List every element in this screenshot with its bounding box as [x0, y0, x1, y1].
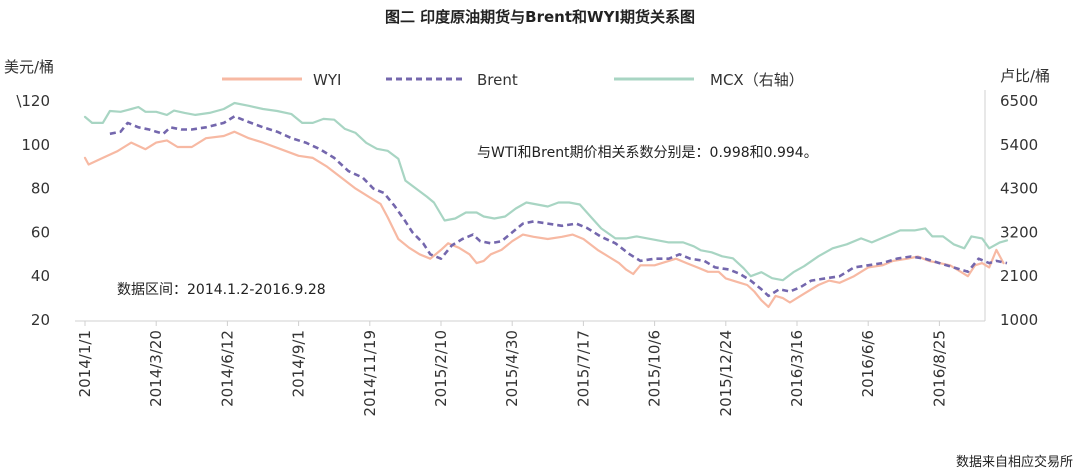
source-note: 数据来自相应交易所 — [956, 454, 1073, 470]
series-line-wyi — [83, 130, 1005, 308]
x-tick-label: 2015/10/6 — [646, 330, 664, 407]
x-axis: 2014/1/1 2014/3/20 2014/6/12 2014/9/1 2014/1… — [76, 321, 948, 416]
left-tick-label: 80 — [31, 180, 50, 198]
left-tick-label: 40 — [31, 267, 50, 285]
series-group — [83, 101, 1009, 308]
x-tick-label: 2014/3/20 — [147, 330, 165, 407]
x-tick-label: 2014/6/12 — [218, 330, 236, 407]
right-axis-unit: 卢比/桶 — [1000, 67, 1050, 85]
correlation-note: 与WTI和Brent期价相关系数分别是：0.998和0.994。 — [477, 145, 818, 161]
x-tick-label: 2014/9/1 — [290, 330, 308, 397]
left-axis-unit: 美元/桶 — [4, 58, 54, 76]
x-tick-label: 2015/7/17 — [574, 330, 592, 407]
date-range-note: 数据区间：2014.1.2-2016.9.28 — [117, 282, 326, 298]
x-tick-label: 2015/12/24 — [717, 330, 735, 416]
series-line-mcx — [83, 101, 1009, 282]
right-tick-label: 6500 — [1000, 92, 1038, 110]
x-tick-label: 2016/8/25 — [930, 330, 948, 407]
left-y-axis: \120 100 80 60 40 20 — [16, 92, 50, 329]
x-tick-label: 2015/2/10 — [432, 330, 450, 407]
right-tick-label: 2100 — [1000, 267, 1038, 285]
legend: WYI Brent MCX（右轴） — [222, 71, 804, 89]
right-tick-label: 4300 — [1000, 180, 1038, 198]
x-tick-label: 2016/3/16 — [788, 330, 806, 407]
legend-label-wyi: WYI — [313, 71, 341, 89]
x-tick-label: 2016/6/6 — [859, 330, 877, 397]
x-tick-label: 2014/1/1 — [76, 330, 94, 397]
left-tick-label: 20 — [31, 311, 50, 329]
chart-title: 图二 印度原油期货与Brent和WYI期货关系图 — [385, 8, 695, 26]
x-tick-label: 2014/11/19 — [361, 330, 379, 416]
right-tick-label: 3200 — [1000, 223, 1038, 241]
left-tick-label: \120 — [16, 92, 50, 110]
left-tick-label: 60 — [31, 223, 50, 241]
x-tick-label: 2015/4/30 — [503, 330, 521, 407]
right-tick-label: 5400 — [1000, 136, 1038, 154]
legend-label-brent: Brent — [477, 71, 518, 89]
series-line-brent — [109, 115, 1008, 298]
left-tick-label: 100 — [21, 136, 50, 154]
right-tick-label: 1000 — [1000, 311, 1038, 329]
right-y-axis: 6500 5400 4300 3200 2100 1000 — [1000, 92, 1038, 329]
legend-label-mcx: MCX（右轴） — [710, 71, 804, 89]
